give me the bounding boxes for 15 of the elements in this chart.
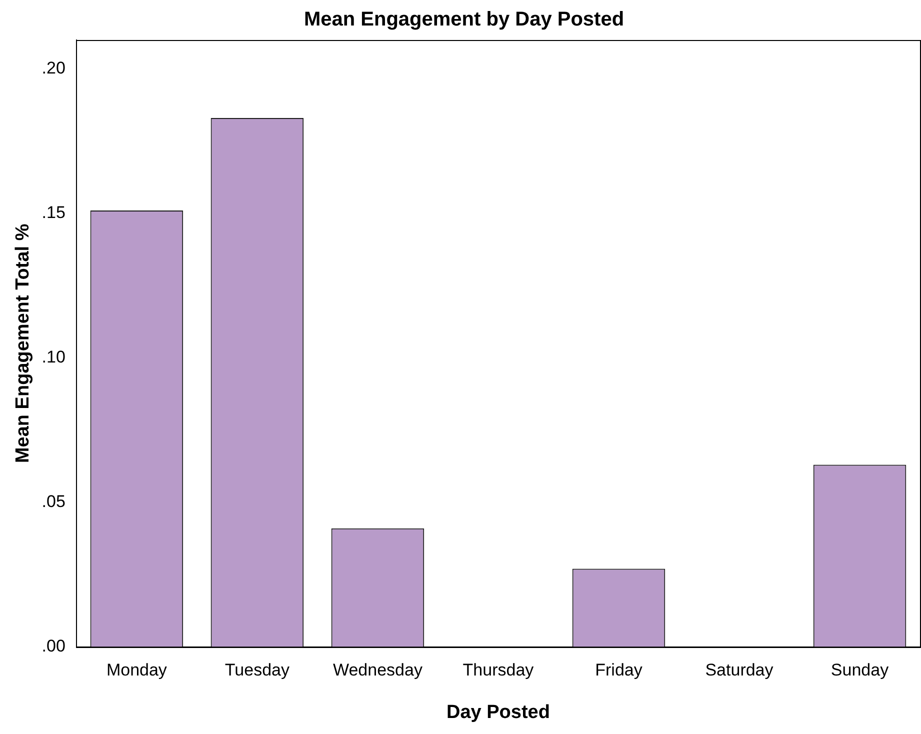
y-tick-label: .00 bbox=[42, 636, 66, 656]
x-tick-label: Saturday bbox=[705, 660, 774, 680]
y-tick-label: .20 bbox=[42, 58, 66, 78]
x-tick-label: Sunday bbox=[830, 660, 890, 680]
x-tick-label: Monday bbox=[106, 660, 168, 680]
x-tick-label: Thursday bbox=[462, 660, 534, 680]
chart-title: Mean Engagement by Day Posted bbox=[304, 8, 624, 31]
y-tick-label: .10 bbox=[42, 348, 66, 367]
y-tick-label: .15 bbox=[42, 203, 66, 222]
x-tick-label: Tuesday bbox=[224, 660, 290, 680]
y-tick-label: .05 bbox=[42, 492, 66, 512]
x-tick-label: Wednesday bbox=[332, 660, 423, 680]
y-axis-title: Mean Engagement Total % bbox=[12, 224, 34, 464]
x-axis-title: Day Posted bbox=[446, 702, 550, 723]
x-tick-label: Friday bbox=[595, 660, 643, 680]
